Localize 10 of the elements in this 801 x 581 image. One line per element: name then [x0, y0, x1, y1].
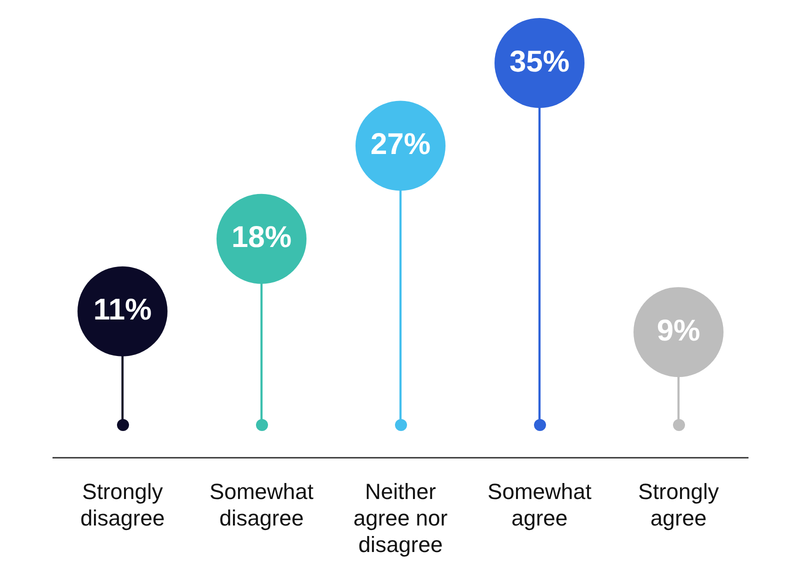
x-tick-label: Somewhat agree: [488, 479, 592, 530]
data-label: 18%: [231, 221, 292, 254]
x-tick-label: Neither agree nor disagree: [353, 479, 448, 557]
data-label: 11%: [93, 294, 152, 327]
x-tick-label: Strongly disagree: [80, 479, 165, 530]
x-tick-label: Strongly agree: [638, 479, 719, 530]
data-label: 27%: [370, 128, 431, 162]
x-tick-label: Somewhat disagree: [210, 479, 314, 530]
data-label: 35%: [509, 45, 570, 78]
data-label: 9%: [656, 314, 700, 348]
